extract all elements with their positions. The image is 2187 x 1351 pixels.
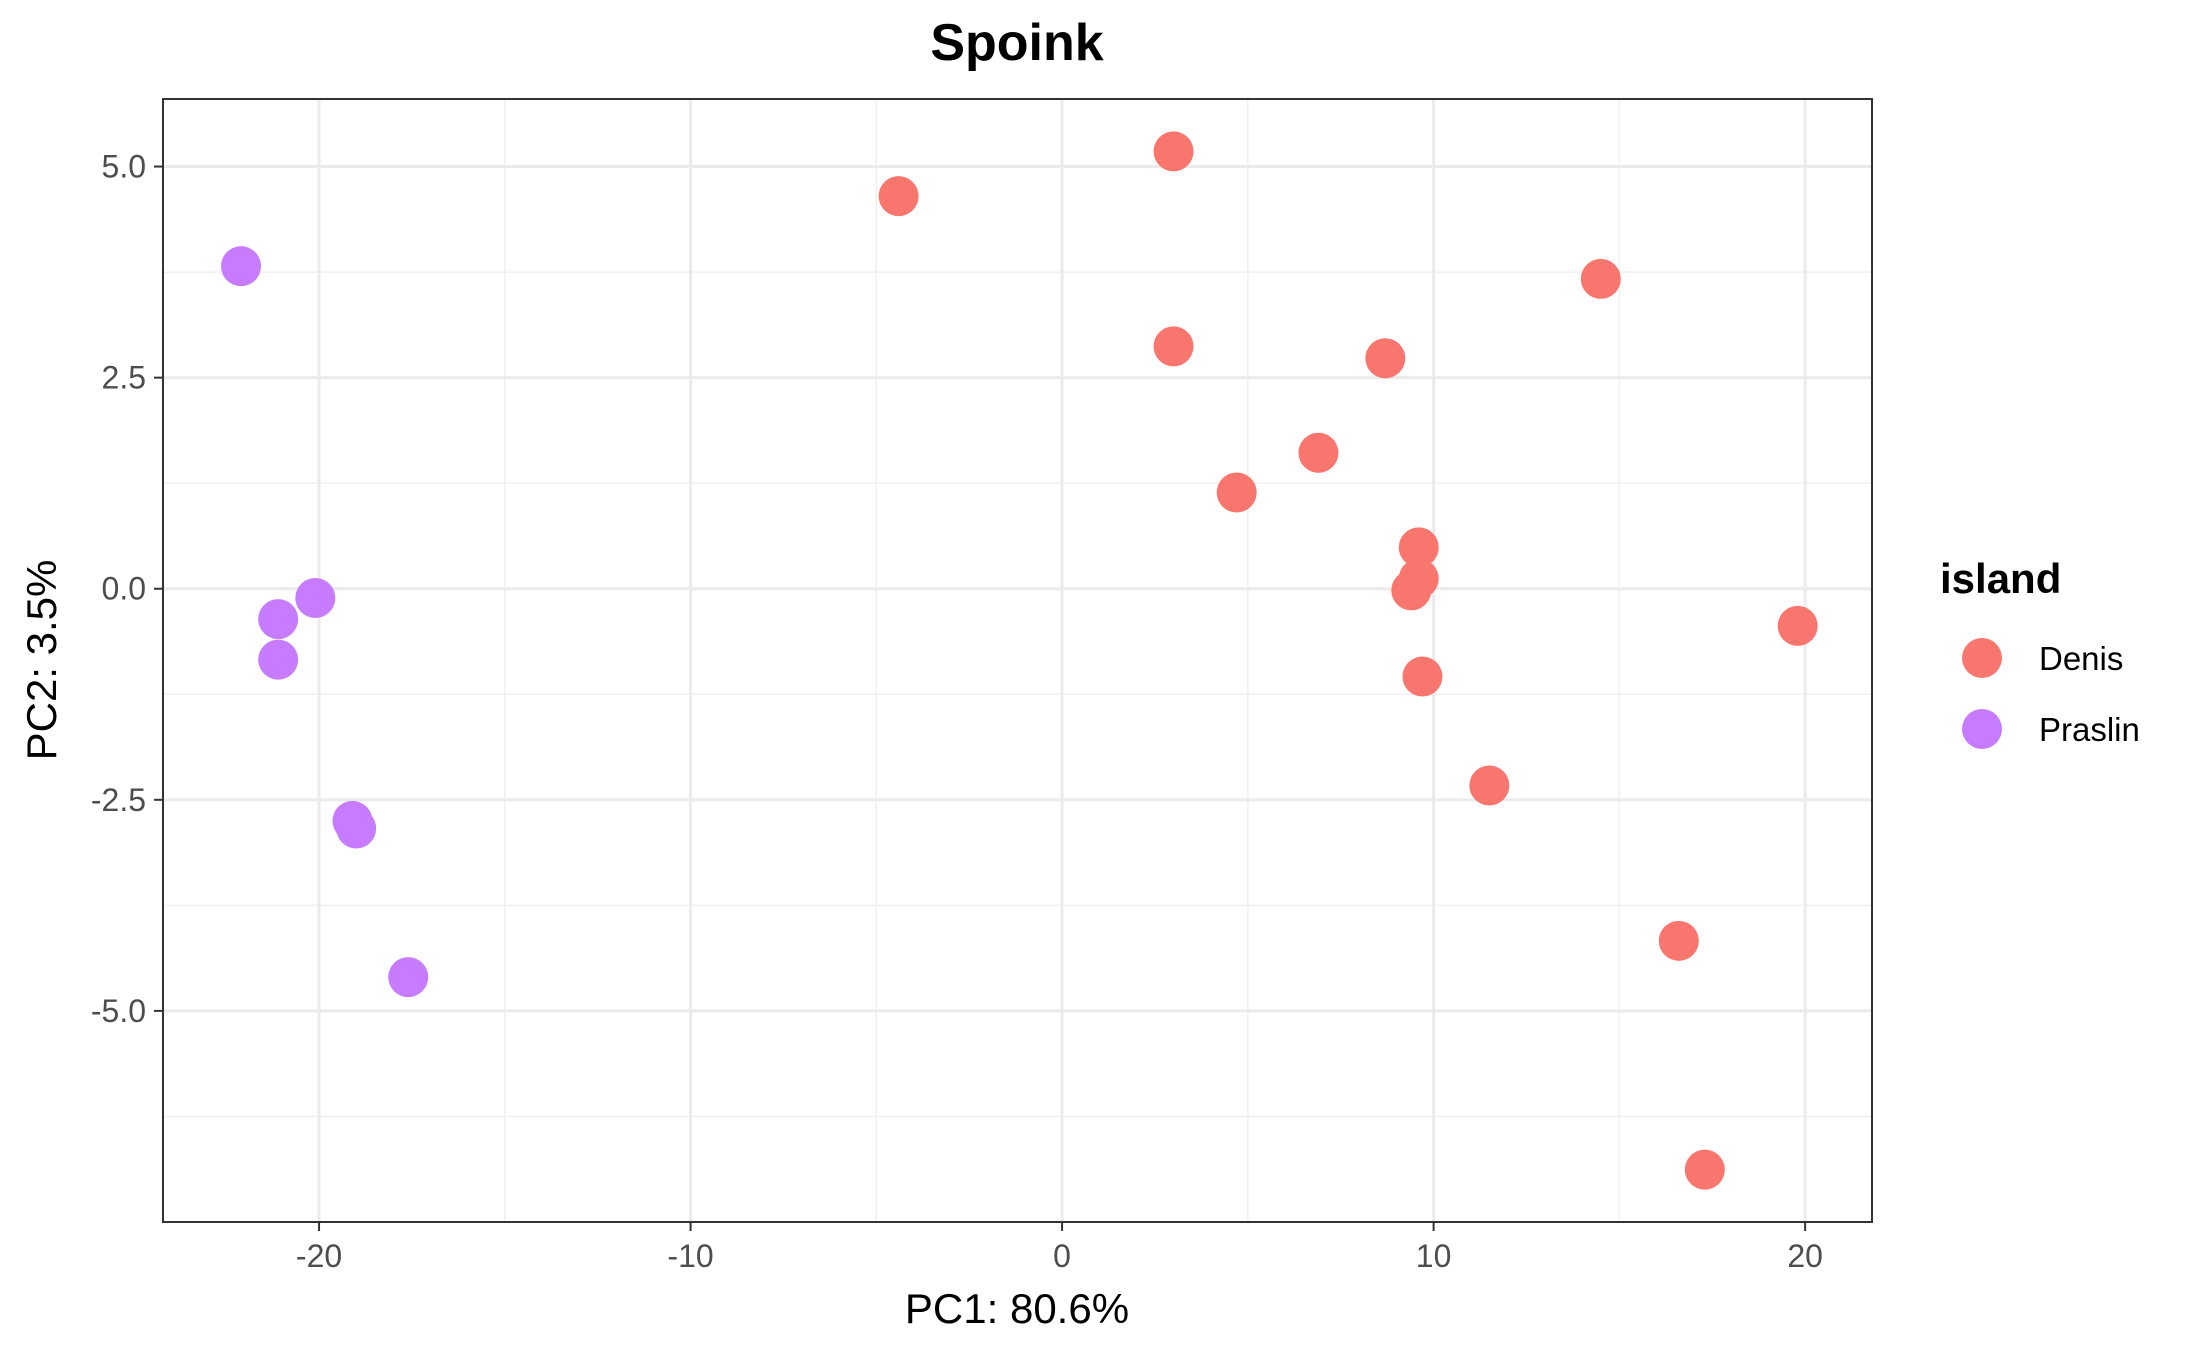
y-tick-label: 0.0 [102, 571, 146, 607]
data-point-praslin [295, 578, 336, 619]
x-tick-label: -10 [667, 1238, 713, 1274]
data-point-denis [1365, 338, 1406, 379]
panel-border [162, 98, 1873, 1223]
data-point-praslin [258, 599, 299, 640]
data-point-denis [1398, 527, 1439, 568]
data-point-denis [1777, 605, 1818, 646]
data-point-denis [1216, 472, 1257, 513]
data-point-denis [1469, 765, 1510, 806]
data-point-denis [1298, 432, 1339, 473]
data-point-denis [1658, 920, 1699, 961]
data-point-denis [1153, 326, 1194, 367]
legend-label-praslin: Praslin [2039, 711, 2140, 748]
x-tick-label: -20 [296, 1238, 342, 1274]
data-point-praslin [336, 808, 377, 849]
x-tick-label: 20 [1787, 1238, 1823, 1274]
legend: island Denis Praslin [1940, 555, 2140, 749]
data-point-praslin [221, 246, 262, 287]
x-tick-label: 10 [1416, 1238, 1452, 1274]
data-point-denis [878, 176, 919, 217]
data-point-denis [1684, 1149, 1725, 1190]
legend-key-denis [1962, 638, 2002, 678]
data-point-denis [1580, 258, 1621, 299]
x-axis-ticks: -20 -10 0 10 20 [296, 1222, 1823, 1274]
data-points [221, 131, 1818, 1190]
y-tick-label: 2.5 [102, 360, 146, 396]
y-tick-label: 5.0 [102, 149, 146, 185]
legend-title: island [1940, 555, 2061, 602]
x-axis-title: PC1: 80.6% [905, 1285, 1129, 1332]
data-point-denis [1402, 656, 1443, 697]
y-axis-ticks: 5.0 2.5 0.0 -2.5 -5.0 [91, 149, 163, 1029]
data-point-denis [1391, 570, 1432, 611]
y-tick-label: -5.0 [91, 993, 146, 1029]
x-tick-label: 0 [1053, 1238, 1071, 1274]
chart-title: Spoink [930, 14, 1103, 72]
legend-label-denis: Denis [2039, 640, 2123, 677]
y-axis-title: PC2: 3.5% [18, 560, 65, 761]
data-point-denis [1153, 131, 1194, 172]
y-tick-label: -2.5 [91, 782, 146, 818]
legend-key-praslin [1962, 709, 2002, 749]
data-point-praslin [388, 957, 429, 998]
data-point-praslin [258, 639, 299, 680]
